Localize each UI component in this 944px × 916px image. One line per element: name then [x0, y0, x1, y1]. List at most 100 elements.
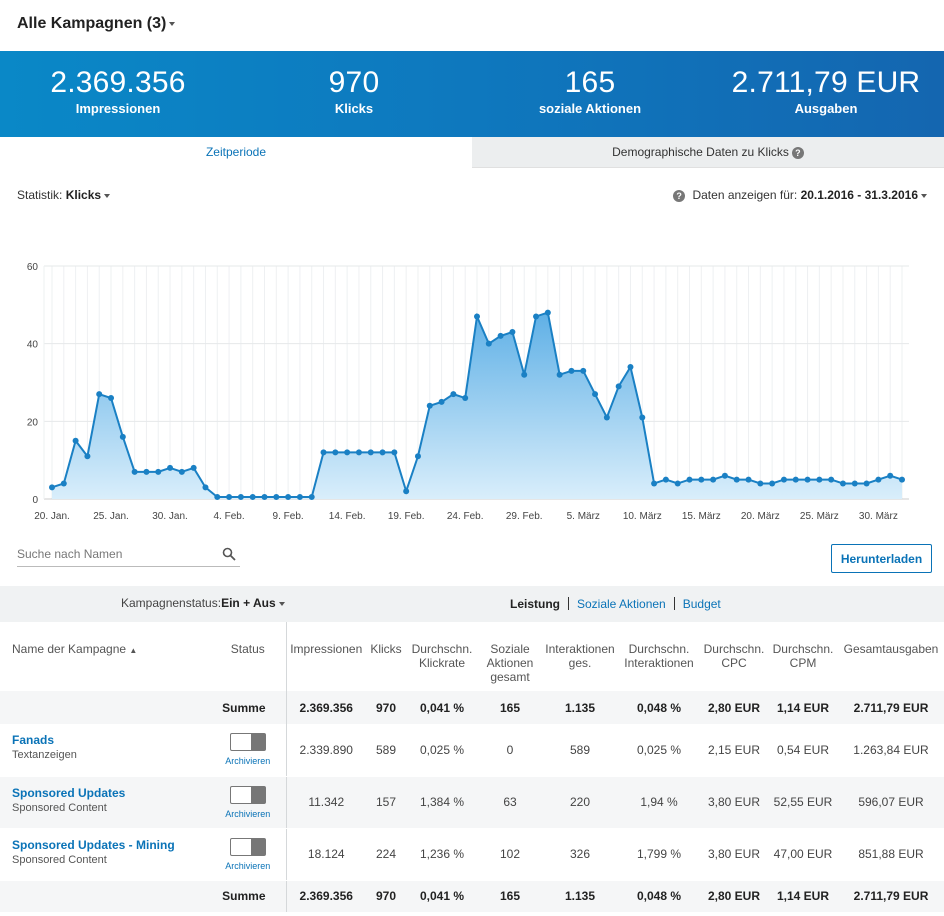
data-point: [816, 476, 823, 483]
data-point: [710, 476, 717, 483]
data-point: [119, 433, 126, 440]
x-tick-label: 19. Feb.: [388, 511, 425, 522]
column-header-clicks[interactable]: Klicks: [370, 642, 402, 656]
table-cell: 1,94 %: [618, 776, 700, 829]
column-header-ctr[interactable]: Durchschn. Klickrate: [411, 642, 473, 670]
data-point: [851, 480, 858, 487]
table-cell: 2,80 EUR: [700, 880, 768, 912]
tab-budget[interactable]: Budget: [682, 597, 721, 611]
sort-up-icon: ▲: [129, 646, 138, 655]
table-cell: 0,048 %: [618, 691, 700, 724]
data-point: [651, 480, 658, 487]
status-toggle[interactable]: [229, 733, 266, 752]
campaign-link[interactable]: Sponsored Updates: [12, 785, 126, 800]
tab-performance[interactable]: Leistung: [510, 597, 560, 611]
table-cell: 165: [478, 880, 542, 912]
table-row: Fanads Textanzeigen Archivieren 2.339.89…: [0, 724, 944, 777]
table-row: Sponsored Updates Sponsored Content Arch…: [0, 776, 944, 829]
table-cell: 1,384 %: [406, 776, 478, 829]
tab-demographics[interactable]: Demographische Daten zu Klicks?: [472, 137, 944, 168]
column-header-avg-interactions[interactable]: Durchschn. Interaktionen: [624, 642, 694, 670]
data-point: [155, 468, 162, 475]
data-point: [438, 398, 445, 405]
data-point: [237, 494, 244, 501]
column-header-name[interactable]: Name der Kampagne ▲: [0, 622, 210, 691]
tab-demographics-label: Demographische Daten zu Klicks: [612, 145, 789, 159]
table-cell: 2.711,79 EUR: [838, 880, 944, 912]
x-tick-label: 4. Feb.: [214, 511, 245, 522]
data-point: [863, 480, 870, 487]
data-point: [178, 468, 185, 475]
data-point: [757, 480, 764, 487]
data-point: [792, 476, 799, 483]
column-header-social-actions[interactable]: Soziale Aktionen gesamt: [486, 642, 534, 684]
column-header-cpc[interactable]: Durchschn. CPC: [703, 642, 765, 670]
data-point: [580, 367, 587, 374]
table-cell: 0,025 %: [618, 724, 700, 777]
filter-bar: Kampagnenstatus:Ein + Aus Leistung Sozial…: [0, 586, 944, 622]
kpi-value: 970: [328, 66, 380, 99]
download-button[interactable]: Herunterladen: [831, 544, 932, 573]
data-point: [899, 476, 905, 483]
help-icon[interactable]: ?: [791, 147, 804, 159]
data-point: [332, 449, 339, 456]
data-point: [108, 395, 115, 402]
date-range-selector[interactable]: ? Daten anzeigen für: 20.1.2016 - 31.3.2…: [670, 188, 927, 202]
campaign-link[interactable]: Sponsored Updates - Mining: [12, 837, 175, 852]
kpi-label: soziale Aktionen: [538, 101, 642, 116]
data-point: [521, 371, 528, 378]
kpi-impressions: 2.369.356 Impressionen: [0, 65, 236, 116]
statistic-label: Statistik:: [17, 188, 63, 202]
y-tick-label: 0: [32, 495, 38, 506]
data-point: [698, 476, 705, 483]
table-cell: 1,14 EUR: [768, 880, 838, 912]
data-point: [414, 453, 421, 460]
table-cell: 2.369.356: [286, 880, 366, 912]
data-point: [367, 449, 374, 456]
archive-link[interactable]: Archivieren: [225, 860, 271, 871]
archive-link[interactable]: Archivieren: [225, 808, 271, 819]
column-header-impressions[interactable]: Impressionen: [290, 642, 363, 656]
column-header-total-spend[interactable]: Gesamtausgaben: [843, 642, 939, 656]
help-icon[interactable]: ?: [673, 190, 686, 202]
data-point: [804, 476, 811, 483]
status-filter-value: Ein + Aus: [221, 596, 276, 610]
summary-row-bottom: Summe 2.369.356 970 0,041 % 165 1.135 0,…: [0, 880, 944, 912]
table-cell: 1,799 %: [618, 828, 700, 881]
campaign-link[interactable]: Fanads: [12, 733, 55, 747]
kpi-value: 2.369.356: [50, 66, 186, 99]
search-input[interactable]: [17, 543, 217, 565]
campaign-status-filter[interactable]: Kampagnenstatus:Ein + Aus: [121, 596, 285, 610]
data-point: [592, 391, 599, 398]
archive-link[interactable]: Archivieren: [225, 756, 271, 767]
status-toggle[interactable]: [229, 837, 266, 856]
campaign-type: Textanzeigen: [12, 749, 77, 761]
data-point: [887, 472, 894, 479]
column-header-label: Name der Kampagne: [12, 642, 127, 656]
data-point: [674, 480, 681, 487]
table-cell: 220: [542, 776, 618, 829]
table-cell: 3,80 EUR: [700, 828, 768, 881]
data-point: [603, 414, 610, 421]
tab-social-actions[interactable]: Soziale Aktionen: [577, 597, 666, 611]
chevron-down-icon: [921, 193, 927, 198]
date-range-value: 20.1.2016 - 31.3.2016: [800, 188, 918, 202]
campaign-selector[interactable]: Alle Kampagnen (3): [17, 15, 176, 33]
data-point: [509, 329, 516, 336]
data-point: [49, 484, 55, 491]
status-toggle[interactable]: [229, 785, 266, 804]
column-header-cpm[interactable]: Durchschn. CPM: [772, 642, 834, 670]
column-header-status: Status: [210, 622, 287, 691]
campaign-type: Sponsored Content: [12, 853, 107, 866]
divider: [673, 597, 675, 610]
tab-time-period[interactable]: Zeitperiode: [0, 137, 472, 168]
data-point: [426, 402, 433, 409]
top-bar: Alle Kampagnen (3): [0, 0, 944, 51]
column-header-interactions[interactable]: Interaktionen ges.: [545, 642, 615, 670]
data-point: [379, 449, 386, 456]
summary-label: Summe: [210, 880, 287, 912]
table-cell: 970: [366, 880, 406, 912]
statistic-selector[interactable]: Statistik: Klicks: [17, 188, 111, 202]
data-point: [249, 494, 256, 501]
search-icon[interactable]: [222, 547, 236, 561]
